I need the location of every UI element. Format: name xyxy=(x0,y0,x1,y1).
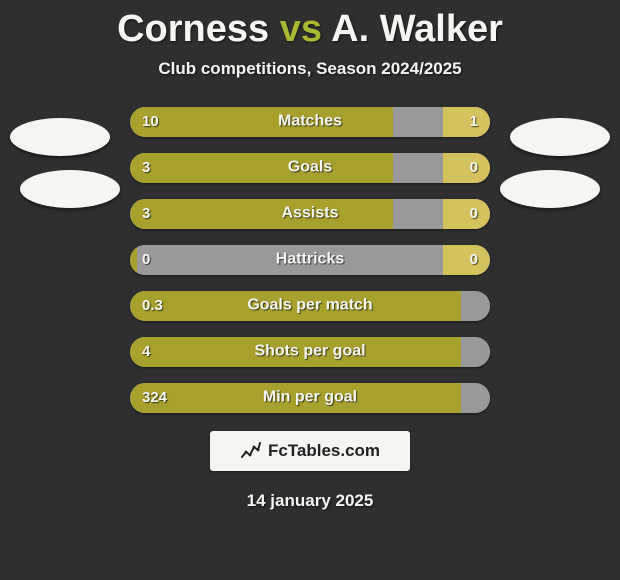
stat-value-left: 3 xyxy=(142,205,150,222)
player1-badge-top xyxy=(10,118,110,156)
comparison-card: Corness vs A. Walker Club competitions, … xyxy=(0,0,620,580)
stat-label: Matches xyxy=(278,113,342,131)
stat-row: 0.3 Goals per match xyxy=(130,291,490,321)
stat-label: Hattricks xyxy=(276,251,344,269)
stat-label: Assists xyxy=(282,205,339,223)
stat-fill-left xyxy=(130,199,393,229)
stat-fill-right xyxy=(443,107,490,137)
brand-logo-icon xyxy=(240,439,262,464)
stat-value-right: 0 xyxy=(470,205,478,222)
stats-bars: 10 1 Matches 3 0 Goals 3 0 Assists 0 0 Hattricks 0.3… xyxy=(130,107,490,413)
stat-value-left: 0 xyxy=(142,251,150,268)
stat-row: 4 Shots per goal xyxy=(130,337,490,367)
stat-fill-left xyxy=(130,153,393,183)
stat-fill-right xyxy=(443,199,490,229)
stat-row: 10 1 Matches xyxy=(130,107,490,137)
brand-badge: FcTables.com xyxy=(210,431,410,471)
stat-fill-left xyxy=(130,107,393,137)
date-text: 14 january 2025 xyxy=(0,491,620,511)
stat-value-left: 0.3 xyxy=(142,297,163,314)
stat-label: Shots per goal xyxy=(254,343,365,361)
stat-row: 324 Min per goal xyxy=(130,383,490,413)
stat-fill-right xyxy=(443,245,490,275)
stat-value-right: 1 xyxy=(470,113,478,130)
stat-value-right: 0 xyxy=(470,159,478,176)
player1-name: Corness xyxy=(117,8,269,50)
stat-label: Goals xyxy=(288,159,332,177)
stat-fill-right xyxy=(443,153,490,183)
title: Corness vs A. Walker xyxy=(0,0,620,51)
stat-row: 3 0 Assists xyxy=(130,199,490,229)
vs-separator: vs xyxy=(280,8,322,50)
player1-badge-bottom xyxy=(20,170,120,208)
subtitle: Club competitions, Season 2024/2025 xyxy=(0,59,620,79)
player2-badge-top xyxy=(510,118,610,156)
stat-label: Goals per match xyxy=(247,297,372,315)
stat-row: 3 0 Goals xyxy=(130,153,490,183)
stat-fill-left xyxy=(130,245,137,275)
stat-row: 0 0 Hattricks xyxy=(130,245,490,275)
player2-badge-bottom xyxy=(500,170,600,208)
stat-label: Min per goal xyxy=(263,389,357,407)
brand-text: FcTables.com xyxy=(268,441,380,461)
stat-value-right: 0 xyxy=(470,251,478,268)
player2-name: A. Walker xyxy=(331,8,503,50)
stat-value-left: 4 xyxy=(142,343,150,360)
stat-value-left: 10 xyxy=(142,113,159,130)
stat-value-left: 324 xyxy=(142,389,167,406)
stat-value-left: 3 xyxy=(142,159,150,176)
